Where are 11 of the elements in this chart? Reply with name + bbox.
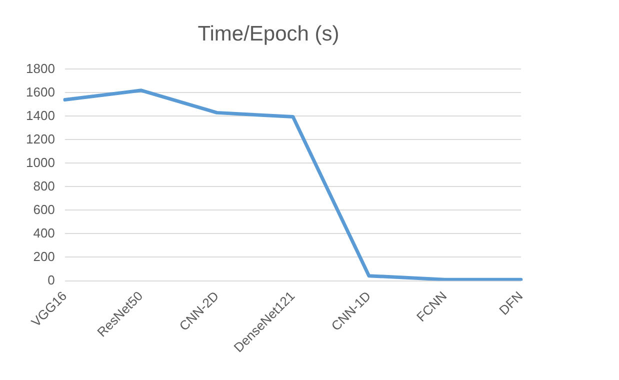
y-tick-label: 800: [33, 178, 55, 194]
y-tick-label: 400: [33, 225, 55, 240]
y-tick-label: 200: [33, 248, 55, 264]
y-tick-label: 1800: [26, 60, 55, 76]
y-tick-label: 1200: [26, 131, 55, 146]
y-tick-label: 0: [48, 272, 55, 288]
y-tick-label: 600: [33, 202, 55, 217]
chart-title: Time/Epoch (s): [198, 22, 340, 46]
y-tick-label: 1400: [26, 108, 55, 123]
y-tick-label: 1600: [26, 84, 55, 100]
y-tick-label: 1000: [26, 154, 55, 170]
